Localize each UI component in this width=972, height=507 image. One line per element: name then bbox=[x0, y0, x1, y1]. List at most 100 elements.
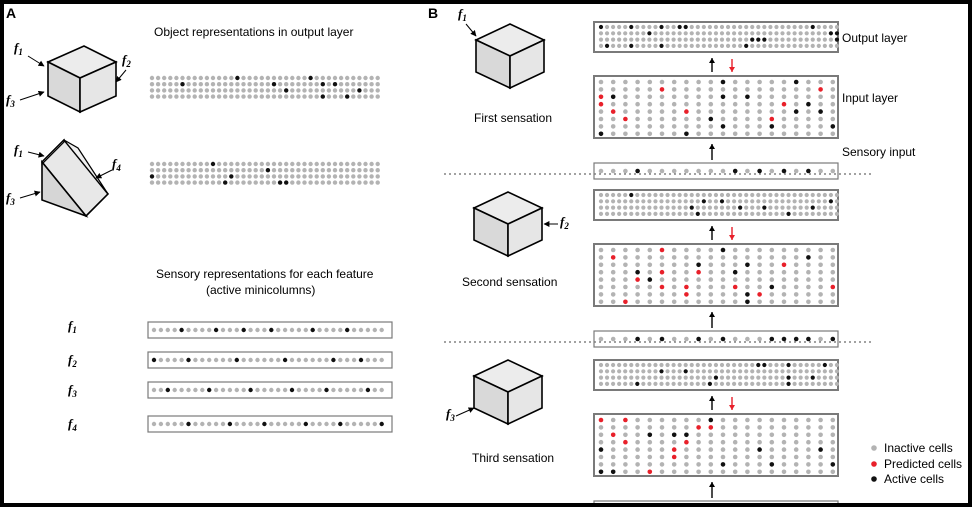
cell bbox=[174, 75, 179, 81]
cell bbox=[793, 425, 799, 430]
cell bbox=[806, 469, 811, 475]
cell bbox=[653, 381, 658, 386]
cell bbox=[235, 75, 240, 81]
cell bbox=[719, 31, 725, 36]
cell bbox=[708, 79, 714, 85]
cell bbox=[653, 211, 658, 216]
cell bbox=[200, 357, 205, 363]
cell bbox=[314, 180, 319, 185]
cell bbox=[623, 292, 628, 297]
cell bbox=[689, 37, 694, 42]
cell bbox=[296, 180, 301, 185]
cell bbox=[610, 262, 616, 268]
layer-box bbox=[147, 381, 393, 399]
cell bbox=[757, 247, 762, 253]
cell bbox=[320, 75, 325, 81]
cell bbox=[623, 31, 628, 36]
cell bbox=[623, 469, 628, 475]
cell bbox=[369, 180, 374, 185]
cell bbox=[227, 357, 233, 363]
cell bbox=[282, 421, 288, 427]
cell bbox=[235, 88, 240, 93]
cell bbox=[647, 284, 653, 290]
cell bbox=[192, 161, 197, 167]
cell bbox=[180, 94, 185, 99]
cell bbox=[207, 357, 212, 363]
cell bbox=[647, 94, 653, 100]
cell bbox=[271, 168, 277, 173]
cell bbox=[671, 362, 676, 368]
cell bbox=[781, 292, 787, 297]
cell bbox=[671, 79, 677, 85]
cell bbox=[604, 211, 610, 216]
cell bbox=[623, 124, 628, 129]
cell bbox=[259, 180, 264, 185]
cell bbox=[659, 462, 665, 467]
cell bbox=[629, 37, 634, 42]
cell bbox=[818, 432, 823, 438]
cell bbox=[804, 43, 809, 49]
cell bbox=[223, 88, 228, 93]
cell bbox=[769, 292, 775, 297]
cell bbox=[314, 174, 319, 179]
cell bbox=[303, 421, 308, 427]
cell bbox=[357, 168, 362, 173]
cell bbox=[781, 462, 787, 467]
cell bbox=[769, 101, 775, 107]
output-layer-label: Output layer bbox=[842, 31, 907, 45]
cell bbox=[363, 88, 368, 93]
cell bbox=[659, 284, 665, 290]
cell bbox=[768, 24, 773, 30]
cell bbox=[162, 174, 167, 179]
cell bbox=[769, 469, 775, 475]
cell bbox=[610, 447, 616, 452]
cell bbox=[635, 369, 640, 374]
cell bbox=[357, 174, 362, 179]
cell bbox=[320, 174, 325, 179]
cell bbox=[610, 284, 616, 290]
cell bbox=[653, 43, 658, 49]
cell bbox=[781, 109, 787, 114]
cell bbox=[610, 299, 616, 305]
cell bbox=[659, 454, 665, 460]
cell bbox=[713, 362, 719, 368]
cell bbox=[611, 37, 616, 42]
cell bbox=[210, 94, 216, 99]
cell bbox=[757, 109, 762, 114]
cell bbox=[165, 387, 170, 393]
cell bbox=[745, 94, 750, 100]
cell bbox=[696, 277, 701, 282]
cell bbox=[610, 131, 616, 137]
cell bbox=[179, 357, 184, 363]
cell bbox=[168, 94, 173, 99]
svg-text:f1: f1 bbox=[14, 40, 23, 57]
cell bbox=[757, 299, 762, 305]
cell bbox=[186, 180, 191, 185]
cell bbox=[241, 180, 246, 185]
cell bbox=[193, 387, 198, 393]
cell bbox=[623, 447, 628, 452]
cell bbox=[623, 277, 628, 282]
cell bbox=[276, 357, 281, 363]
cell bbox=[793, 116, 799, 122]
cell bbox=[338, 174, 344, 179]
cell bbox=[677, 31, 682, 36]
cell bbox=[241, 94, 246, 99]
arrow-up-icon bbox=[709, 312, 715, 328]
cell bbox=[786, 43, 791, 49]
cell bbox=[303, 327, 308, 333]
cell bbox=[276, 327, 281, 333]
cell bbox=[665, 381, 670, 386]
cell bbox=[598, 369, 604, 374]
object-representation-cube bbox=[149, 75, 380, 99]
arrow-up-icon bbox=[709, 396, 715, 410]
cell bbox=[757, 284, 762, 290]
cell bbox=[818, 262, 823, 268]
cell bbox=[276, 421, 281, 427]
cell bbox=[708, 417, 714, 423]
cell bbox=[671, 369, 676, 374]
cell bbox=[314, 161, 319, 167]
cell bbox=[830, 462, 836, 467]
cell bbox=[720, 284, 726, 290]
cell bbox=[793, 432, 799, 438]
